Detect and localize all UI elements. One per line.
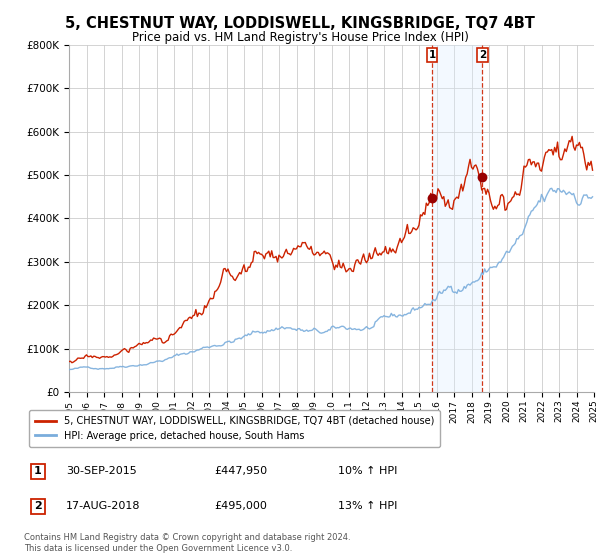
Text: 10% ↑ HPI: 10% ↑ HPI — [338, 466, 398, 477]
Text: 5, CHESTNUT WAY, LODDISWELL, KINGSBRIDGE, TQ7 4BT: 5, CHESTNUT WAY, LODDISWELL, KINGSBRIDGE… — [65, 16, 535, 31]
Legend: 5, CHESTNUT WAY, LODDISWELL, KINGSBRIDGE, TQ7 4BT (detached house), HPI: Average: 5, CHESTNUT WAY, LODDISWELL, KINGSBRIDGE… — [29, 410, 440, 447]
Point — [478, 172, 487, 181]
Text: 2: 2 — [34, 501, 42, 511]
Text: 2: 2 — [479, 50, 486, 60]
Text: 1: 1 — [428, 50, 436, 60]
Text: 30-SEP-2015: 30-SEP-2015 — [66, 466, 137, 477]
Text: £495,000: £495,000 — [215, 501, 268, 511]
Text: Price paid vs. HM Land Registry's House Price Index (HPI): Price paid vs. HM Land Registry's House … — [131, 31, 469, 44]
Text: 17-AUG-2018: 17-AUG-2018 — [66, 501, 140, 511]
Text: £447,950: £447,950 — [215, 466, 268, 477]
Bar — [432, 45, 482, 392]
Text: 13% ↑ HPI: 13% ↑ HPI — [338, 501, 398, 511]
Text: Contains HM Land Registry data © Crown copyright and database right 2024.
This d: Contains HM Land Registry data © Crown c… — [24, 533, 350, 553]
Point — [427, 193, 437, 202]
Text: 1: 1 — [34, 466, 42, 477]
